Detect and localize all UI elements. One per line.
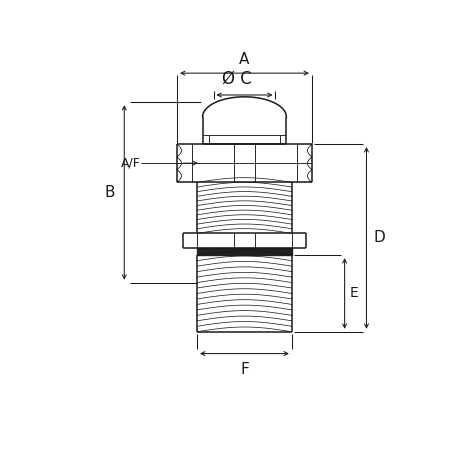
Text: B: B bbox=[104, 185, 115, 200]
Text: E: E bbox=[349, 287, 358, 300]
Text: F: F bbox=[239, 361, 248, 377]
Text: A/F: A/F bbox=[120, 157, 140, 170]
Text: D: D bbox=[373, 230, 385, 245]
Text: A: A bbox=[239, 52, 249, 67]
Text: Ø C: Ø C bbox=[222, 70, 251, 88]
